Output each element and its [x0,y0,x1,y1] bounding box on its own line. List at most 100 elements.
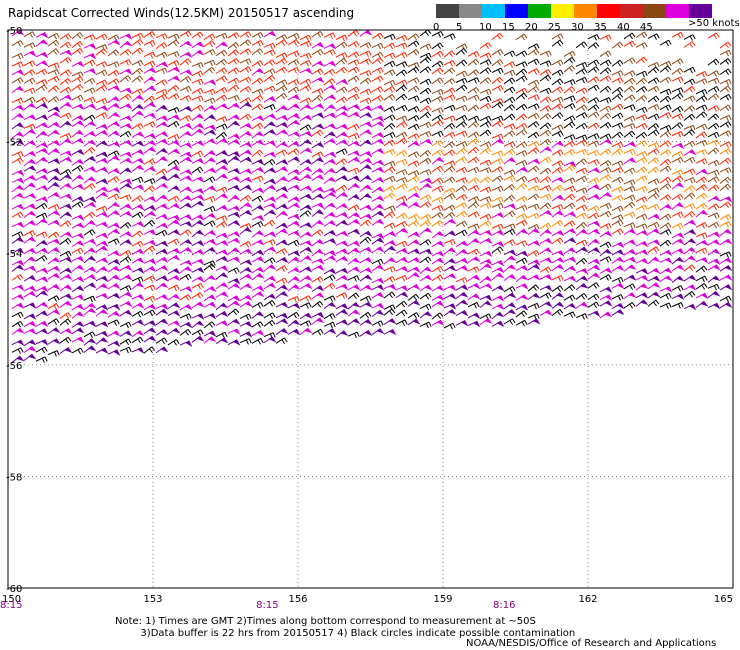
wind-barb [59,102,73,110]
wind-barb [35,60,49,67]
wind-barb [539,156,552,164]
wind-barb [407,175,420,183]
wind-barb [227,300,241,308]
wind-barb [479,77,492,85]
wind-barb [719,201,732,209]
wind-barb [599,122,612,129]
wind-barb [623,40,636,48]
legend-label: 25 [548,22,561,33]
wind-barb [323,176,337,185]
wind-barb [323,328,337,335]
wind-barb [611,77,624,84]
wind-barb [371,159,385,166]
wind-barb [251,273,265,281]
wind-barb [431,95,444,103]
wind-barb [359,311,372,319]
wind-barb [539,122,552,130]
wind-barb [407,318,421,326]
wind-barb [407,312,420,319]
lon-tick-label: 165 [714,594,733,605]
wind-barb [491,101,504,109]
wind-barb [515,213,528,220]
wind-barb [371,51,384,59]
wind-barb [119,210,133,218]
wind-barb [347,29,360,37]
wind-barb [359,204,373,211]
wind-barb [623,94,636,101]
wind-barb [407,151,420,158]
wind-barb [191,258,205,266]
wind-barb [635,196,648,203]
wind-barb [107,274,121,282]
wind-barb [539,176,552,184]
wind-barb [491,295,505,302]
wind-barb [155,194,169,202]
wind-barb [467,302,480,309]
wind-barb [323,295,336,302]
wind-barb [323,282,336,290]
wind-barb [59,138,73,146]
wind-barb [131,310,144,318]
wind-barb [167,139,181,147]
wind-barb [347,111,361,118]
wind-barb [107,39,121,46]
wind-barb [623,157,637,165]
wind-barb [167,195,180,203]
wind-barb [251,266,265,274]
wind-barb [227,84,240,92]
wind-barb [83,155,97,163]
wind-barb [119,87,133,95]
wind-barb [467,256,481,264]
wind-barb [35,156,49,165]
wind-barb [575,76,588,84]
wind-barb [11,169,25,177]
wind-barb [323,112,337,119]
wind-barb [83,43,97,50]
wind-barb [311,312,325,319]
wind-barb [515,257,528,265]
wind-barb [119,249,132,257]
wind-barb [647,157,660,165]
wind-barb [707,105,720,112]
wind-barb [155,131,169,138]
wind-barb [323,94,337,101]
wind-barb [275,193,289,200]
credit-line: NOAA/NESDIS/Office of Research and Appli… [466,638,717,649]
wind-barb [11,85,25,94]
wind-barb [719,257,733,264]
wind-barb [359,42,372,49]
wind-barb [371,95,384,102]
wind-barb [647,142,660,149]
wind-barb [311,219,325,228]
wind-barb [491,311,505,320]
wind-barb [239,48,252,55]
wind-barb [443,165,456,173]
wind-barb [719,284,733,291]
lon-tick-label: 150 [2,594,21,605]
wind-barb [179,95,192,102]
wind-barb [419,138,433,146]
wind-barb [155,79,168,86]
wind-barb [647,213,661,220]
wind-barb [11,122,25,130]
wind-barb [107,265,121,273]
wind-barb [515,294,529,301]
wind-barb [287,39,300,46]
wind-barb [347,75,360,83]
wind-barb [167,51,180,58]
wind-barb [287,59,300,66]
wind-barb [599,183,612,191]
wind-barb [119,194,132,201]
wind-barb [71,240,85,248]
wind-barb [503,274,517,281]
wind-barb [299,283,313,290]
wind-barb [179,239,193,246]
wind-barb [131,32,144,40]
wind-barb [431,67,444,75]
wind-barb [287,156,301,163]
wind-barb [407,33,420,41]
wind-barb [143,266,157,273]
wind-barb [287,276,301,284]
wind-barb [131,59,144,67]
